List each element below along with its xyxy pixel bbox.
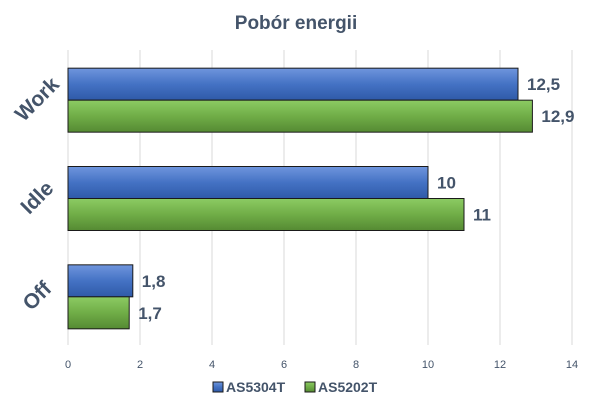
x-tick-label: 0 <box>65 359 71 371</box>
legend-label: AS5202T <box>318 379 378 395</box>
x-tick-label: 4 <box>209 359 215 371</box>
data-label: 10 <box>437 174 456 193</box>
bar-AS5304T-Off <box>67 264 134 298</box>
bar-AS5202T-Work <box>67 99 533 133</box>
category-label-off: Off <box>18 277 56 315</box>
bars <box>67 67 533 330</box>
category-label-idle: Idle <box>16 177 58 219</box>
chart-title: Pobór energii <box>235 13 357 34</box>
data-labels: 12,5 12,9 10 11 1,8 1,7 <box>138 75 574 323</box>
data-label: 1,7 <box>138 304 162 323</box>
legend-label: AS5304T <box>226 379 286 395</box>
x-tick-label: 8 <box>353 359 359 371</box>
x-tick-label: 6 <box>281 359 287 371</box>
x-tick-label: 10 <box>422 359 434 371</box>
bar-AS5202T-Off <box>67 296 130 330</box>
data-label: 12,5 <box>527 75 560 94</box>
legend-item-AS5304T[interactable]: AS5304T <box>212 379 286 395</box>
legend-swatch <box>304 381 316 393</box>
category-labels: Work Idle Off <box>11 73 64 315</box>
bar-AS5202T-Idle <box>67 198 465 231</box>
bar-AS5304T-Work <box>67 67 519 101</box>
data-label: 1,8 <box>142 272 166 291</box>
x-axis-ticks: 0 2 4 6 8 10 12 14 <box>65 359 578 371</box>
x-tick-label: 12 <box>494 359 506 371</box>
data-label: 11 <box>473 206 491 225</box>
legend[interactable]: AS5304T AS5202T <box>212 379 378 395</box>
x-tick-label: 14 <box>566 359 578 371</box>
category-label-work: Work <box>11 73 64 126</box>
x-tick-label: 2 <box>137 359 143 371</box>
bar-AS5304T-Idle <box>67 166 429 199</box>
data-label: 12,9 <box>541 107 574 126</box>
legend-item-AS5202T[interactable]: AS5202T <box>304 379 378 395</box>
legend-swatch <box>212 381 224 393</box>
